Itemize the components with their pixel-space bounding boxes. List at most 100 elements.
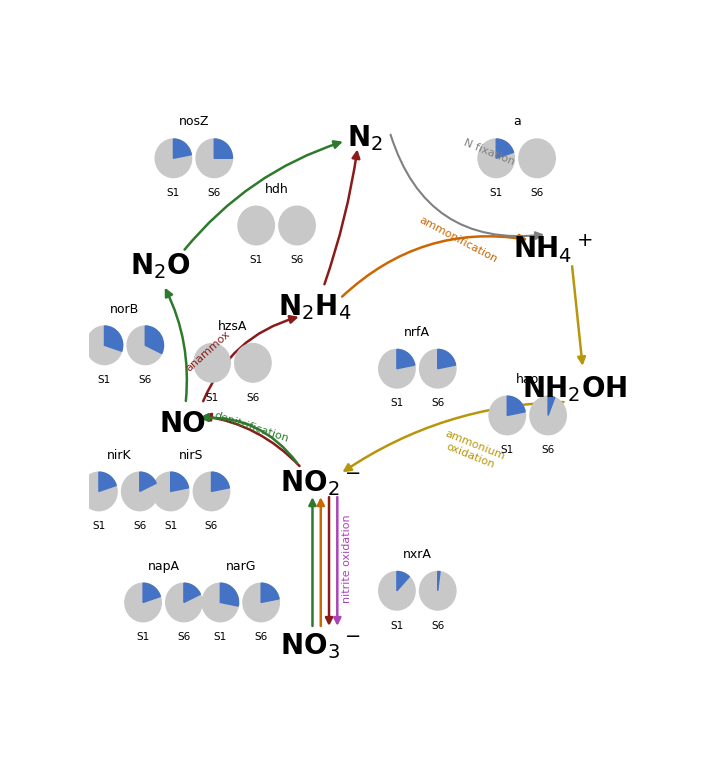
Circle shape <box>202 583 239 622</box>
Circle shape <box>478 139 515 178</box>
Wedge shape <box>548 396 555 415</box>
Wedge shape <box>174 139 192 159</box>
Text: nxrA: nxrA <box>403 548 431 561</box>
Wedge shape <box>145 326 164 354</box>
Circle shape <box>235 344 271 382</box>
Circle shape <box>419 349 456 388</box>
Circle shape <box>419 572 456 610</box>
FancyArrowPatch shape <box>572 266 585 363</box>
Circle shape <box>125 583 162 622</box>
Text: nrfA: nrfA <box>404 326 430 339</box>
Circle shape <box>122 472 158 511</box>
Text: S6: S6 <box>431 621 444 631</box>
Text: nosZ: nosZ <box>179 115 209 128</box>
Text: S1: S1 <box>164 521 177 531</box>
Text: NO: NO <box>159 410 206 438</box>
FancyArrowPatch shape <box>345 402 563 471</box>
Text: hao: hao <box>516 373 539 386</box>
Wedge shape <box>99 472 116 491</box>
Text: S6: S6 <box>133 521 147 531</box>
Wedge shape <box>143 583 160 603</box>
Text: S6: S6 <box>139 375 152 385</box>
Wedge shape <box>211 472 229 491</box>
FancyArrowPatch shape <box>205 414 300 466</box>
Text: S6: S6 <box>208 188 221 198</box>
Circle shape <box>238 206 274 245</box>
Text: hzsA: hzsA <box>218 320 247 333</box>
Text: S6: S6 <box>205 521 218 531</box>
Text: S1: S1 <box>206 392 219 402</box>
Text: a: a <box>513 115 520 128</box>
Text: S6: S6 <box>254 632 268 642</box>
Text: NH$_4$$^+$: NH$_4$$^+$ <box>513 232 592 265</box>
Wedge shape <box>220 583 239 606</box>
FancyArrowPatch shape <box>184 141 340 250</box>
Text: S1: S1 <box>98 375 111 385</box>
Text: N$_2$: N$_2$ <box>347 123 383 153</box>
Text: ammonification: ammonification <box>418 216 500 265</box>
Text: N$_2$O: N$_2$O <box>130 251 191 282</box>
Text: narG: narG <box>226 559 256 572</box>
Circle shape <box>193 472 230 511</box>
Text: S1: S1 <box>214 632 227 642</box>
Wedge shape <box>261 583 279 603</box>
Circle shape <box>379 572 415 610</box>
Wedge shape <box>171 472 189 491</box>
Text: S6: S6 <box>530 188 544 198</box>
Wedge shape <box>397 572 409 591</box>
Circle shape <box>279 206 315 245</box>
FancyArrowPatch shape <box>325 152 360 284</box>
FancyArrowPatch shape <box>342 235 525 297</box>
Text: S6: S6 <box>290 255 303 266</box>
Circle shape <box>530 396 566 435</box>
Text: nirS: nirS <box>179 449 204 461</box>
Text: denitrification: denitrification <box>213 411 290 444</box>
Circle shape <box>152 472 189 511</box>
Text: S1: S1 <box>490 188 503 198</box>
Text: NO$_2$$^-$: NO$_2$$^-$ <box>281 468 361 498</box>
Text: NH$_2$OH: NH$_2$OH <box>522 374 627 404</box>
Circle shape <box>86 326 122 364</box>
FancyArrowPatch shape <box>166 290 187 401</box>
Wedge shape <box>214 139 233 159</box>
Text: S6: S6 <box>177 632 191 642</box>
Text: nirK: nirK <box>107 449 132 461</box>
FancyArrowPatch shape <box>203 317 296 402</box>
Wedge shape <box>438 572 440 591</box>
Circle shape <box>127 326 164 364</box>
Text: hdh: hdh <box>265 183 288 196</box>
Text: NO$_3$$^-$: NO$_3$$^-$ <box>281 631 361 661</box>
Text: S1: S1 <box>93 521 105 531</box>
Wedge shape <box>140 472 156 491</box>
Text: N fixation: N fixation <box>462 137 516 167</box>
Wedge shape <box>105 326 122 351</box>
Text: napA: napA <box>147 559 179 572</box>
Text: S6: S6 <box>246 392 259 402</box>
Wedge shape <box>438 349 456 369</box>
Circle shape <box>155 139 192 178</box>
Text: S1: S1 <box>167 188 180 198</box>
Wedge shape <box>496 139 513 159</box>
Text: S1: S1 <box>390 398 404 408</box>
Text: S6: S6 <box>541 446 555 455</box>
FancyArrowPatch shape <box>202 414 297 463</box>
Wedge shape <box>507 396 525 415</box>
Text: S1: S1 <box>390 621 404 631</box>
Circle shape <box>379 349 415 388</box>
Circle shape <box>519 139 555 178</box>
Circle shape <box>489 396 525 435</box>
Text: S6: S6 <box>431 398 444 408</box>
Text: ammonium
oxidation: ammonium oxidation <box>439 429 506 472</box>
Circle shape <box>194 344 230 382</box>
Wedge shape <box>397 349 415 369</box>
Text: S1: S1 <box>137 632 150 642</box>
FancyArrowPatch shape <box>391 134 542 239</box>
Circle shape <box>243 583 279 622</box>
Text: S1: S1 <box>501 446 514 455</box>
Circle shape <box>80 472 117 511</box>
Circle shape <box>196 139 233 178</box>
Text: norB: norB <box>110 303 140 316</box>
Text: anammox: anammox <box>184 329 231 373</box>
Text: N$_2$H$_4$: N$_2$H$_4$ <box>278 292 352 323</box>
Text: nitrite oxidation: nitrite oxidation <box>342 515 352 603</box>
